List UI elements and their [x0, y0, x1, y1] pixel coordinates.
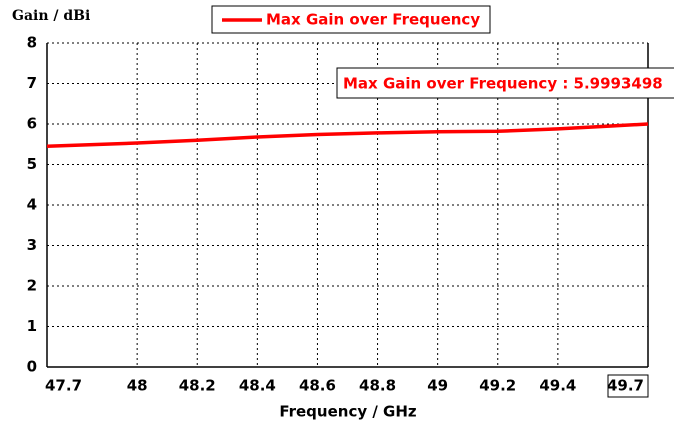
x-tick-label: 49.4	[539, 377, 576, 395]
x-tick-label: 47.7	[45, 377, 82, 395]
data-line	[46, 122, 649, 149]
x-tick-label: 48.4	[239, 377, 276, 395]
y-tick-label: 7	[27, 74, 37, 92]
x-tick-label: 49.7	[607, 377, 644, 395]
x-axis-label: Frequency / GHz	[279, 403, 417, 421]
annotation: Max Gain over Frequency : 5.9993498	[343, 75, 663, 93]
y-tick-label: 3	[27, 236, 37, 254]
x-tick-label: 48.2	[179, 377, 216, 395]
y-tick-label: 5	[27, 155, 37, 173]
y-tick-label: 1	[27, 317, 37, 335]
x-tick-label: 48.8	[359, 377, 396, 395]
x-tick-label: 48.6	[299, 377, 336, 395]
y-tick-label: 6	[27, 115, 37, 133]
y-tick-label: 4	[27, 196, 37, 214]
y-tick-label: 0	[27, 358, 37, 376]
x-tick-label: 49.2	[479, 377, 516, 395]
y-axis-label: Gain / dBi	[12, 8, 90, 24]
y-tick-label: 2	[27, 277, 37, 295]
y-tick-label: 8	[27, 34, 37, 52]
annotation-box	[336, 67, 674, 99]
x-tick-label: 49	[427, 377, 448, 395]
legend-label: Max Gain over Frequency	[266, 11, 480, 29]
x-tick-box	[607, 374, 649, 398]
x-tick-label: 48	[127, 377, 148, 395]
